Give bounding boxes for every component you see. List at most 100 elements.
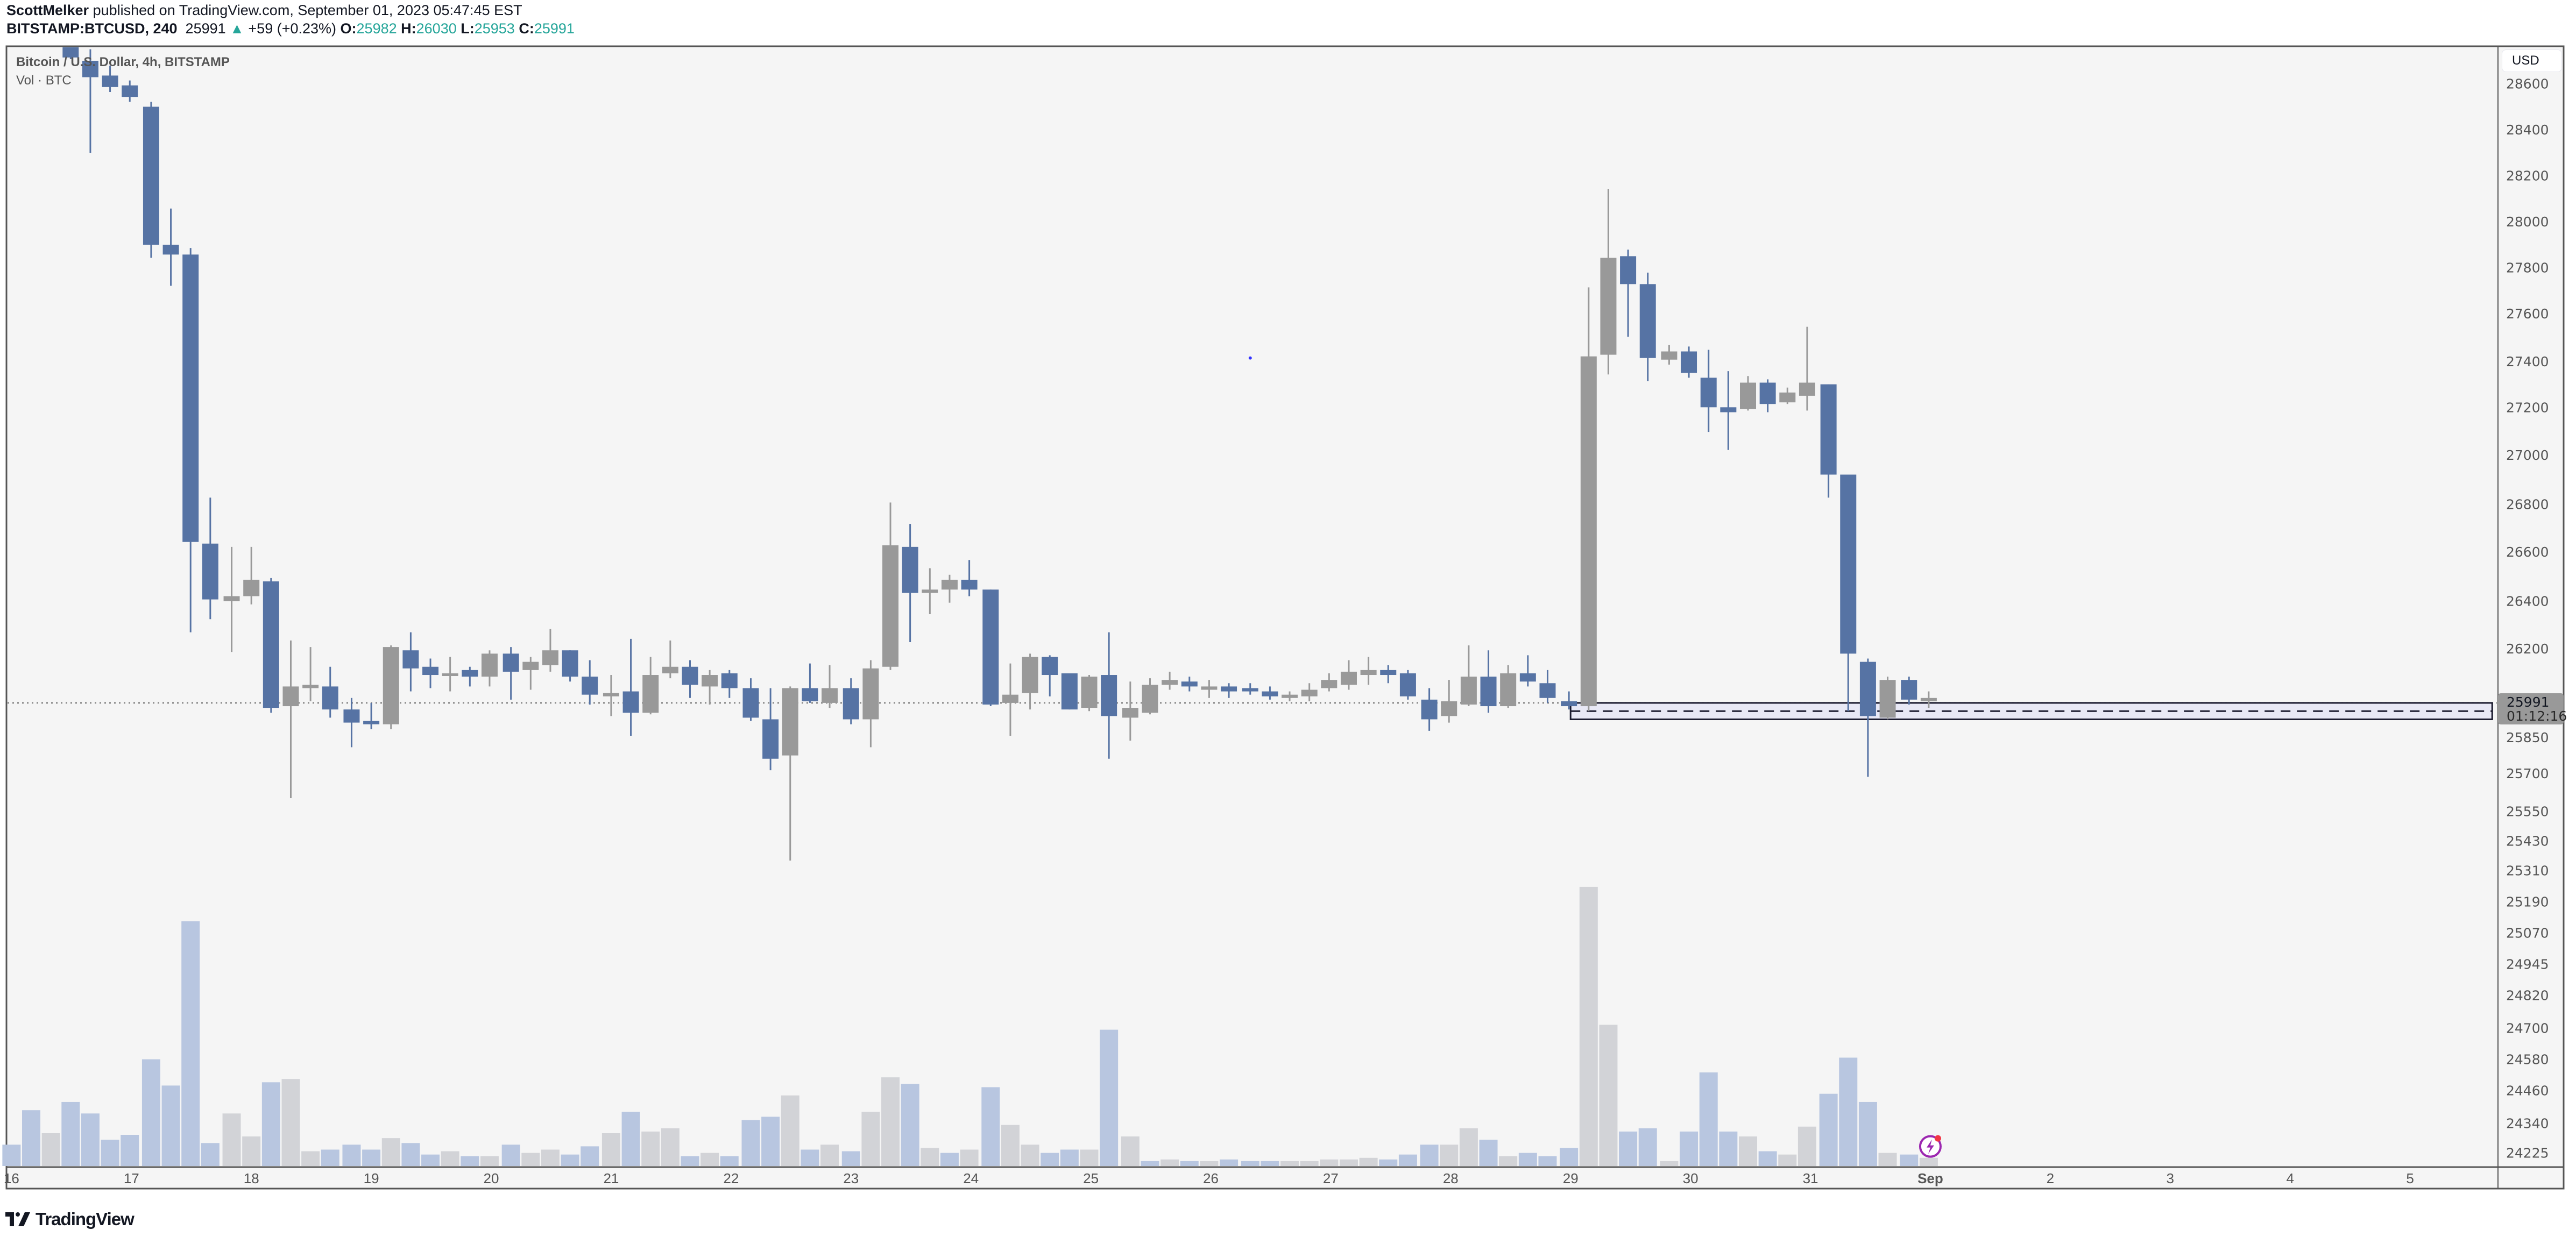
lightning-event-icon[interactable] [1919,1135,1942,1158]
publisher-name[interactable]: ScottMelker [6,2,89,18]
candle[interactable] [1221,683,1237,698]
candle[interactable] [1740,376,1756,411]
candle[interactable] [82,49,98,153]
candle[interactable] [1042,655,1058,696]
candle[interactable] [1022,653,1038,710]
candle[interactable] [662,640,678,679]
candle[interactable] [1460,645,1477,707]
candle[interactable] [481,650,498,687]
candle[interactable] [1340,660,1357,690]
candle[interactable] [143,102,159,258]
currency-button[interactable]: USD [2502,49,2562,72]
candle[interactable] [1539,670,1556,703]
candle[interactable] [1360,657,1377,685]
candle[interactable] [1181,677,1198,692]
candle[interactable] [1580,287,1597,712]
candle[interactable] [322,666,338,718]
candle[interactable] [1840,474,1857,712]
candle[interactable] [1681,346,1697,378]
candle[interactable] [503,647,519,700]
candle[interactable] [1201,680,1218,698]
candle[interactable] [862,660,879,748]
candle[interactable] [462,666,478,687]
candle[interactable] [822,665,838,708]
candle[interactable] [622,638,639,736]
candle[interactable] [223,546,240,652]
candle[interactable] [1061,673,1078,710]
candle[interactable] [243,546,260,605]
candle[interactable] [1399,670,1416,700]
candle[interactable] [1779,387,1796,404]
candle[interactable] [542,629,558,672]
candle[interactable] [603,675,619,716]
candle[interactable] [1081,675,1098,712]
candle[interactable] [1242,683,1258,695]
candle[interactable] [1720,371,1737,450]
candle[interactable] [1002,663,1018,736]
candle[interactable] [702,670,718,705]
candle[interactable] [1142,678,1158,715]
candle[interactable] [802,663,818,703]
candle[interactable] [1620,250,1637,337]
candle[interactable] [982,589,999,707]
candle[interactable] [302,647,319,701]
candle[interactable] [742,678,759,721]
candle[interactable] [1122,681,1138,741]
candle[interactable] [642,657,659,715]
candle[interactable] [1561,691,1577,710]
candle[interactable] [1600,189,1617,375]
candle[interactable] [1441,680,1457,723]
candle[interactable] [62,47,79,59]
candle[interactable] [522,657,539,690]
candle[interactable] [422,658,439,688]
candle[interactable] [182,248,199,632]
candle[interactable] [282,640,299,799]
candle[interactable] [1321,673,1337,692]
candle[interactable] [582,660,598,705]
candle[interactable] [162,208,179,286]
candle[interactable] [941,574,958,603]
chart-legend-title[interactable]: Bitcoin / U.S. Dollar, 4h, BITSTAMP [16,55,230,69]
candle[interactable] [442,657,458,692]
candle[interactable] [1661,345,1678,365]
rectangle-drawing[interactable] [1569,702,2493,720]
candle[interactable] [843,678,859,724]
candle[interactable] [721,670,738,698]
candle[interactable] [263,578,279,713]
candle[interactable] [1262,686,1278,700]
candle[interactable] [1480,650,1497,713]
candle[interactable] [682,660,698,698]
candle[interactable] [1639,272,1656,381]
candle[interactable] [1301,683,1318,701]
candle[interactable] [402,632,419,692]
candle[interactable] [1380,665,1397,684]
candle[interactable] [102,66,118,92]
candle[interactable] [1700,350,1717,432]
candle[interactable] [1820,384,1837,498]
candle[interactable] [1799,326,1815,411]
candle[interactable] [1101,632,1117,759]
candle[interactable] [1759,379,1776,413]
candle[interactable] [122,80,138,102]
candle[interactable] [343,698,360,748]
candle[interactable] [762,688,779,771]
candle[interactable] [1519,655,1536,687]
candle[interactable] [1879,677,1896,720]
candle[interactable] [902,524,918,642]
candle[interactable] [1162,671,1178,690]
candle[interactable] [1920,691,1937,708]
candle[interactable] [961,560,978,596]
candle[interactable] [562,650,578,682]
candle[interactable] [1282,691,1298,701]
candle[interactable] [1421,688,1438,731]
candle[interactable] [882,502,899,670]
candle[interactable] [922,568,938,615]
candle[interactable] [1901,677,1917,705]
candle[interactable] [202,497,218,620]
candle[interactable] [1859,658,1876,777]
tradingview-logo[interactable]: TradingView [5,1209,135,1229]
candles[interactable] [62,47,1937,861]
volume-legend[interactable]: Vol · BTC [16,73,72,88]
candle[interactable] [363,702,380,729]
candle[interactable] [782,686,798,861]
